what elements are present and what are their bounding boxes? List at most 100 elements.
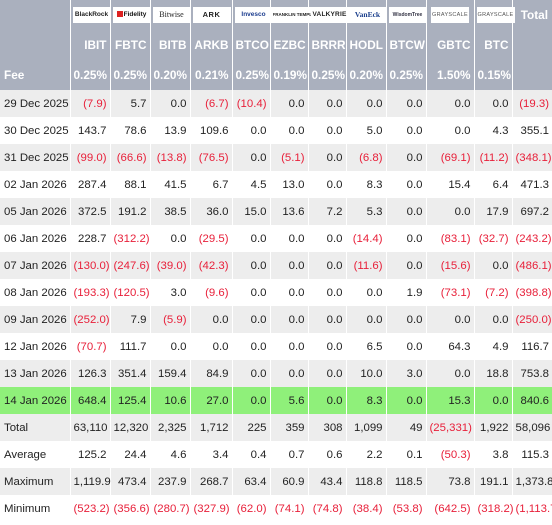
flow-value: 6.7 — [190, 171, 233, 198]
fee-label: Fee — [0, 60, 71, 90]
table-row: 29 Dec 2025 (7.9) 5.7 0.0 (6.7) (10.4) 0.0 0.0 0… — [0, 90, 552, 117]
stat-value: 308 — [308, 414, 347, 441]
flow-value: (14.4) — [346, 225, 387, 252]
row-date: 30 Dec 2025 — [0, 117, 71, 144]
flow-value: 0.0 — [308, 171, 347, 198]
stat-value: 115.3 — [512, 441, 552, 468]
stat-label: Average — [0, 441, 71, 468]
flow-value: 64.3 — [426, 333, 475, 360]
stat-value: 63.4 — [232, 468, 271, 495]
flow-value: 13.0 — [270, 171, 309, 198]
flow-value: 0.0 — [270, 279, 309, 306]
flow-value: 471.3 — [512, 171, 552, 198]
stat-value: (53.8) — [386, 495, 427, 522]
stat-value: 43.4 — [308, 468, 347, 495]
stat-value: 0.7 — [270, 441, 309, 468]
stat-value: (280.7) — [150, 495, 191, 522]
flow-value: 8.3 — [346, 387, 387, 414]
flow-value: 0.0 — [150, 225, 191, 252]
flow-value: 0.0 — [386, 252, 427, 279]
flow-value: (348.1) — [512, 144, 552, 171]
flow-value: 125.4 — [110, 387, 151, 414]
flow-value: (5.9) — [150, 306, 191, 333]
table-row: 02 Jan 2026 287.4 88.1 41.5 6.7 4.5 13.0 0.0 8.3… — [0, 171, 552, 198]
ticker-ibit: IBIT — [70, 30, 111, 60]
row-date: 06 Jan 2026 — [0, 225, 71, 252]
flow-value: 84.9 — [190, 360, 233, 387]
row-date: 29 Dec 2025 — [0, 90, 71, 117]
stat-value: 473.4 — [110, 468, 151, 495]
flow-value: 17.9 — [474, 198, 513, 225]
flow-value: 5.0 — [346, 117, 387, 144]
flow-value: 41.5 — [150, 171, 191, 198]
flow-value: (73.1) — [426, 279, 475, 306]
flow-value: 15.3 — [426, 387, 475, 414]
grayscale-mini-logo: GRAYSCALE — [476, 7, 515, 23]
row-date: 07 Jan 2026 — [0, 252, 71, 279]
flow-value: 753.8 — [512, 360, 552, 387]
flow-value: 38.5 — [150, 198, 191, 225]
fidelity-logo: Fidelity — [112, 7, 151, 23]
flow-value: 0.0 — [270, 117, 309, 144]
flow-value: 4.9 — [474, 333, 513, 360]
flow-value: (76.5) — [190, 144, 233, 171]
flow-value: (66.6) — [110, 144, 151, 171]
flow-value: 0.0 — [308, 90, 347, 117]
stat-row-minimum: Minimum (523.2) (356.6) (280.7) (327.9) (62.0… — [0, 495, 552, 522]
stat-value: 225 — [232, 414, 271, 441]
flow-value: 0.0 — [232, 279, 271, 306]
flow-value: 0.0 — [308, 117, 347, 144]
flow-value: (252.0) — [70, 306, 111, 333]
stat-value: 125.2 — [70, 441, 111, 468]
flow-value: 109.6 — [190, 117, 233, 144]
stat-value: 58,096 — [512, 414, 552, 441]
flow-value: (42.3) — [190, 252, 233, 279]
ticker-brrr: BRRR — [308, 30, 347, 60]
flow-value: 126.3 — [70, 360, 111, 387]
flow-value: (120.5) — [110, 279, 151, 306]
flow-value: (193.3) — [70, 279, 111, 306]
flow-value: 0.0 — [386, 90, 427, 117]
flow-value: 697.2 — [512, 198, 552, 225]
flow-value: 0.0 — [270, 225, 309, 252]
fee-value — [512, 60, 552, 90]
stat-value: 237.9 — [150, 468, 191, 495]
fee-value: 0.25% — [110, 60, 151, 90]
flow-value: 4.3 — [474, 117, 513, 144]
flow-value: 13.9 — [150, 117, 191, 144]
flow-value: 0.0 — [232, 144, 271, 171]
valkyrie-logo: VALKYRIE — [310, 7, 349, 23]
flow-value: (15.6) — [426, 252, 475, 279]
flow-value: 0.0 — [190, 306, 233, 333]
flow-value: 0.0 — [386, 225, 427, 252]
stat-value: (1,113.7) — [512, 495, 552, 522]
flow-value: (6.8) — [346, 144, 387, 171]
flow-value: 0.0 — [474, 90, 513, 117]
flow-value: 0.0 — [232, 360, 271, 387]
stat-row-total: Total 63,110 12,320 2,325 1,712 225 359 308 1,09… — [0, 414, 552, 441]
ticker-btc: BTC — [474, 30, 513, 60]
flow-value: 0.0 — [232, 387, 271, 414]
flow-value: 5.3 — [346, 198, 387, 225]
flow-value: (10.4) — [232, 90, 271, 117]
flow-value: (9.6) — [190, 279, 233, 306]
stat-value: 2.2 — [346, 441, 387, 468]
flow-value: 0.0 — [308, 333, 347, 360]
table-row: 30 Dec 2025 143.7 78.6 13.9 109.6 0.0 0.0 0.0 5.… — [0, 117, 552, 144]
flow-value: 0.0 — [474, 252, 513, 279]
table-row: 12 Jan 2026 (70.7) 111.7 0.0 0.0 0.0 0.0 0.0 6.5… — [0, 333, 552, 360]
stat-value: (318.2) — [474, 495, 514, 522]
flow-value: 15.0 — [232, 198, 271, 225]
ticker-fbtc: FBTC — [110, 30, 151, 60]
flow-value: 0.0 — [270, 90, 309, 117]
flow-value: 840.6 — [512, 387, 552, 414]
row-date: 08 Jan 2026 — [0, 279, 71, 306]
flow-value: 13.6 — [270, 198, 309, 225]
ticker-arkb: ARKB — [190, 30, 233, 60]
flow-value: 0.0 — [308, 387, 347, 414]
flow-value: 0.0 — [270, 333, 309, 360]
flow-value: 88.1 — [110, 171, 151, 198]
flow-value: 1.9 — [386, 279, 427, 306]
stat-value: (642.5) — [426, 495, 475, 522]
